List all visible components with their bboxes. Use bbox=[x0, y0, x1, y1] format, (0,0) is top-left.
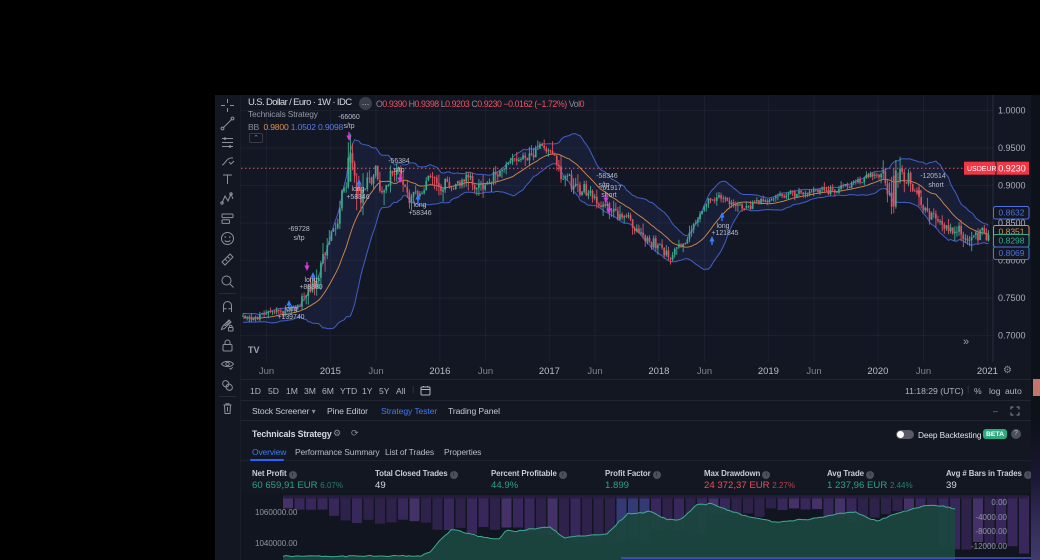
svg-text:long: long bbox=[351, 186, 364, 193]
svg-text:0.9000: 0.9000 bbox=[998, 181, 1026, 191]
svg-text:long: long bbox=[413, 202, 426, 209]
svg-text:1040000.00: 1040000.00 bbox=[255, 539, 298, 548]
svg-text:s/tp: s/tp bbox=[393, 167, 404, 174]
svg-text:-56384: -56384 bbox=[388, 158, 410, 165]
svg-text:0.8000: 0.8000 bbox=[998, 256, 1026, 266]
svg-text:0.9500: 0.9500 bbox=[998, 143, 1026, 153]
svg-text:long: long bbox=[716, 223, 729, 230]
svg-text:-69728: -69728 bbox=[288, 226, 310, 233]
svg-text:s/tp: s/tp bbox=[598, 182, 609, 189]
svg-text:0.00: 0.00 bbox=[991, 498, 1007, 507]
svg-text:1.0000: 1.0000 bbox=[998, 106, 1026, 116]
svg-text:long: long bbox=[304, 277, 317, 284]
svg-text:-61917: -61917 bbox=[600, 185, 622, 192]
svg-text:0.8069: 0.8069 bbox=[999, 248, 1025, 258]
svg-text:0.7000: 0.7000 bbox=[998, 331, 1026, 341]
svg-text:1060000.00: 1060000.00 bbox=[255, 508, 298, 517]
svg-text:0.8298: 0.8298 bbox=[999, 236, 1025, 246]
svg-text:-58346: -58346 bbox=[596, 173, 618, 180]
svg-text:long: long bbox=[284, 306, 297, 313]
svg-text:short: short bbox=[601, 192, 616, 199]
svg-text:0.8500: 0.8500 bbox=[998, 218, 1026, 228]
svg-text:+58346: +58346 bbox=[408, 210, 431, 217]
svg-text:+88380: +88380 bbox=[299, 284, 322, 291]
svg-text:s/tp: s/tp bbox=[293, 235, 304, 242]
svg-text:+58346: +58346 bbox=[346, 194, 369, 201]
svg-text:0.7500: 0.7500 bbox=[998, 293, 1026, 303]
svg-text:-12000.00: -12000.00 bbox=[971, 542, 1008, 551]
svg-text:-8000.00: -8000.00 bbox=[975, 527, 1007, 536]
svg-text:s/tp: s/tp bbox=[343, 123, 354, 130]
svg-text:+139740: +139740 bbox=[277, 314, 304, 321]
svg-text:-120514: -120514 bbox=[920, 173, 945, 180]
svg-text:-4000.00: -4000.00 bbox=[975, 513, 1007, 522]
svg-text:short: short bbox=[928, 182, 943, 189]
svg-text:0.9230: 0.9230 bbox=[998, 163, 1026, 173]
svg-text:USDEUR: USDEUR bbox=[967, 166, 997, 173]
svg-text:0.8351: 0.8351 bbox=[999, 227, 1025, 237]
svg-text:-66060: -66060 bbox=[338, 114, 360, 121]
svg-text:+121845: +121845 bbox=[711, 230, 738, 237]
svg-text:»: » bbox=[963, 336, 969, 348]
svg-text:0.8632: 0.8632 bbox=[999, 208, 1025, 218]
